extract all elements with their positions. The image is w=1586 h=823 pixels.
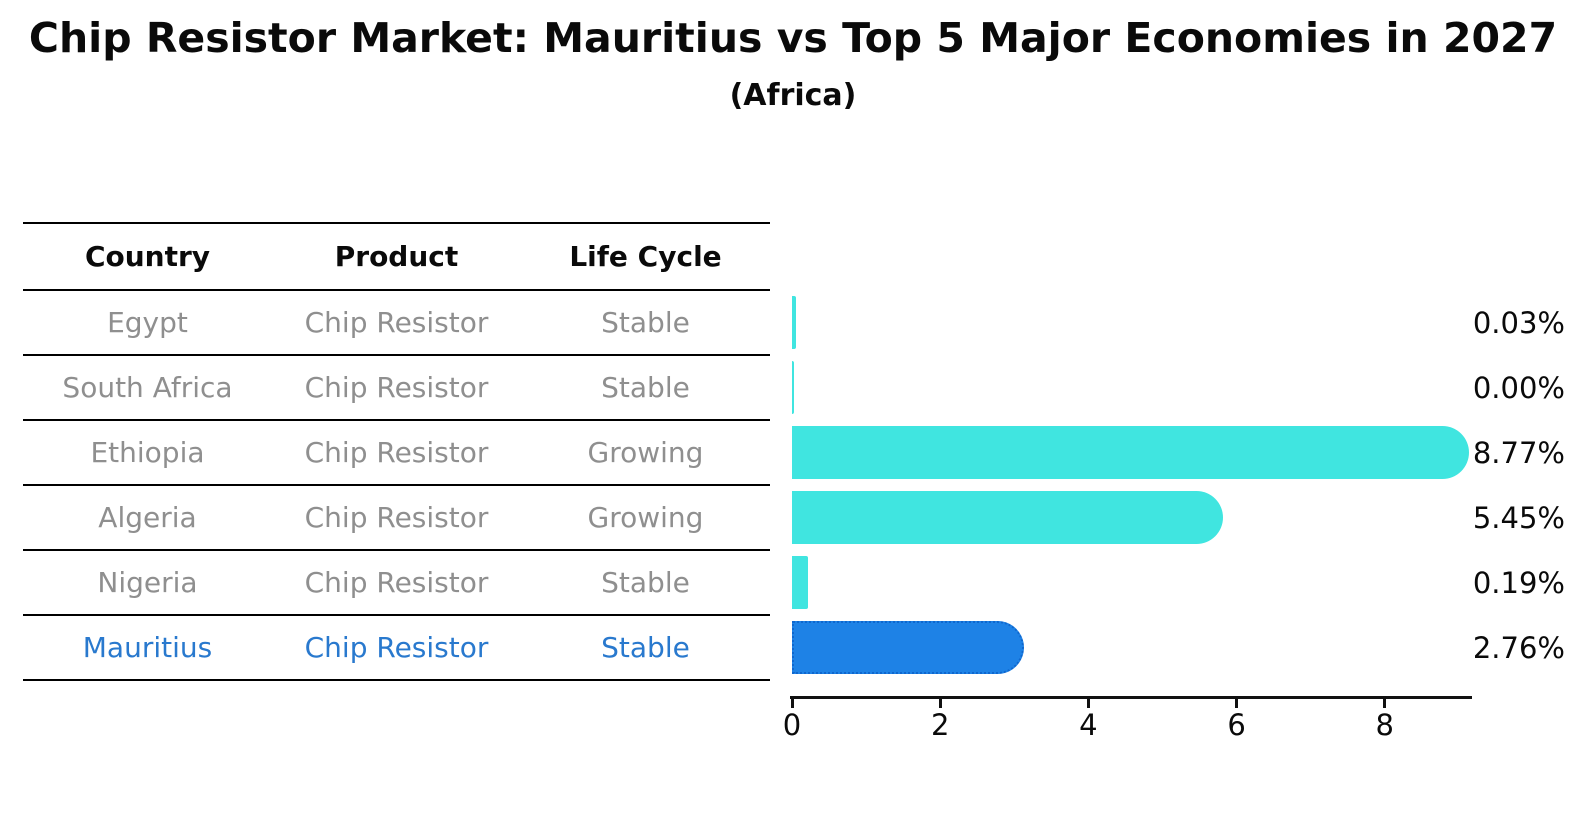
table-body: Egypt Chip Resistor Stable South Africa Chip… bbox=[23, 291, 770, 681]
value-label: 0.03% bbox=[1472, 306, 1565, 340]
value-label: 8.77% bbox=[1472, 436, 1565, 470]
table-cell-life-cycle: Growing bbox=[587, 436, 704, 469]
bar-mauritius bbox=[792, 621, 1024, 674]
table-cell-product: Chip Resistor bbox=[304, 306, 489, 339]
table-cell-life-cycle: Stable bbox=[601, 371, 690, 404]
country-table: Country Product Life Cycle Egypt Chip Res… bbox=[23, 222, 770, 681]
column-header-lifecycle: Life Cycle bbox=[569, 240, 722, 273]
table-row: Egypt Chip Resistor Stable bbox=[23, 291, 770, 356]
x-axis-tick bbox=[790, 699, 794, 708]
value-label: 5.45% bbox=[1472, 501, 1565, 535]
table-row: Nigeria Chip Resistor Stable bbox=[23, 551, 770, 616]
table-row: South Africa Chip Resistor Stable bbox=[23, 356, 770, 421]
x-axis-tick-label: 4 bbox=[1079, 708, 1098, 742]
table-cell-country: Egypt bbox=[107, 306, 188, 339]
column-header-country: Country bbox=[84, 240, 211, 273]
table-cell-product: Chip Resistor bbox=[304, 436, 489, 469]
chart-subtitle: (Africa) bbox=[729, 78, 857, 113]
table-cell-life-cycle: Stable bbox=[601, 306, 690, 339]
table-row: Algeria Chip Resistor Growing bbox=[23, 486, 770, 551]
x-axis-tick-label: 6 bbox=[1227, 708, 1246, 742]
table-row: Mauritius Chip Resistor Stable bbox=[23, 616, 770, 681]
bar-egypt bbox=[792, 296, 796, 349]
x-axis-tick-label: 8 bbox=[1375, 708, 1394, 742]
bar-ethiopia bbox=[792, 426, 1469, 479]
x-axis-tick bbox=[1086, 699, 1090, 708]
bar-nigeria bbox=[792, 556, 808, 609]
value-label: 2.76% bbox=[1472, 631, 1565, 665]
table-row: Ethiopia Chip Resistor Growing bbox=[23, 421, 770, 486]
x-axis-line bbox=[790, 696, 1472, 699]
table-cell-country: South Africa bbox=[62, 371, 233, 404]
table-cell-country: Algeria bbox=[98, 501, 197, 534]
bar-algeria bbox=[792, 491, 1223, 544]
table-cell-life-cycle: Stable bbox=[601, 566, 690, 599]
table-cell-product: Chip Resistor bbox=[304, 631, 489, 664]
table-cell-life-cycle: Growing bbox=[587, 501, 704, 534]
table-cell-product: Chip Resistor bbox=[304, 371, 489, 404]
table-cell-life-cycle: Stable bbox=[601, 631, 690, 664]
chart-title: Chip Resistor Market: Mauritius vs Top 5… bbox=[28, 14, 1558, 62]
x-axis-tick-label: 2 bbox=[930, 708, 950, 742]
bar-south-africa bbox=[792, 361, 794, 414]
table-cell-product: Chip Resistor bbox=[304, 501, 489, 534]
table-header-row: Country Product Life Cycle bbox=[23, 222, 770, 291]
table-cell-country: Nigeria bbox=[97, 566, 198, 599]
x-axis-tick bbox=[938, 699, 942, 708]
column-header-product: Product bbox=[334, 240, 459, 273]
value-label: 0.00% bbox=[1472, 371, 1565, 405]
x-axis-tick bbox=[1383, 699, 1387, 708]
x-axis-tick-label: 0 bbox=[782, 708, 802, 742]
table-cell-product: Chip Resistor bbox=[304, 566, 489, 599]
x-axis-tick bbox=[1235, 699, 1239, 708]
table-cell-country: Mauritius bbox=[82, 631, 213, 664]
value-label: 0.19% bbox=[1472, 566, 1565, 600]
table-cell-country: Ethiopia bbox=[90, 436, 205, 469]
